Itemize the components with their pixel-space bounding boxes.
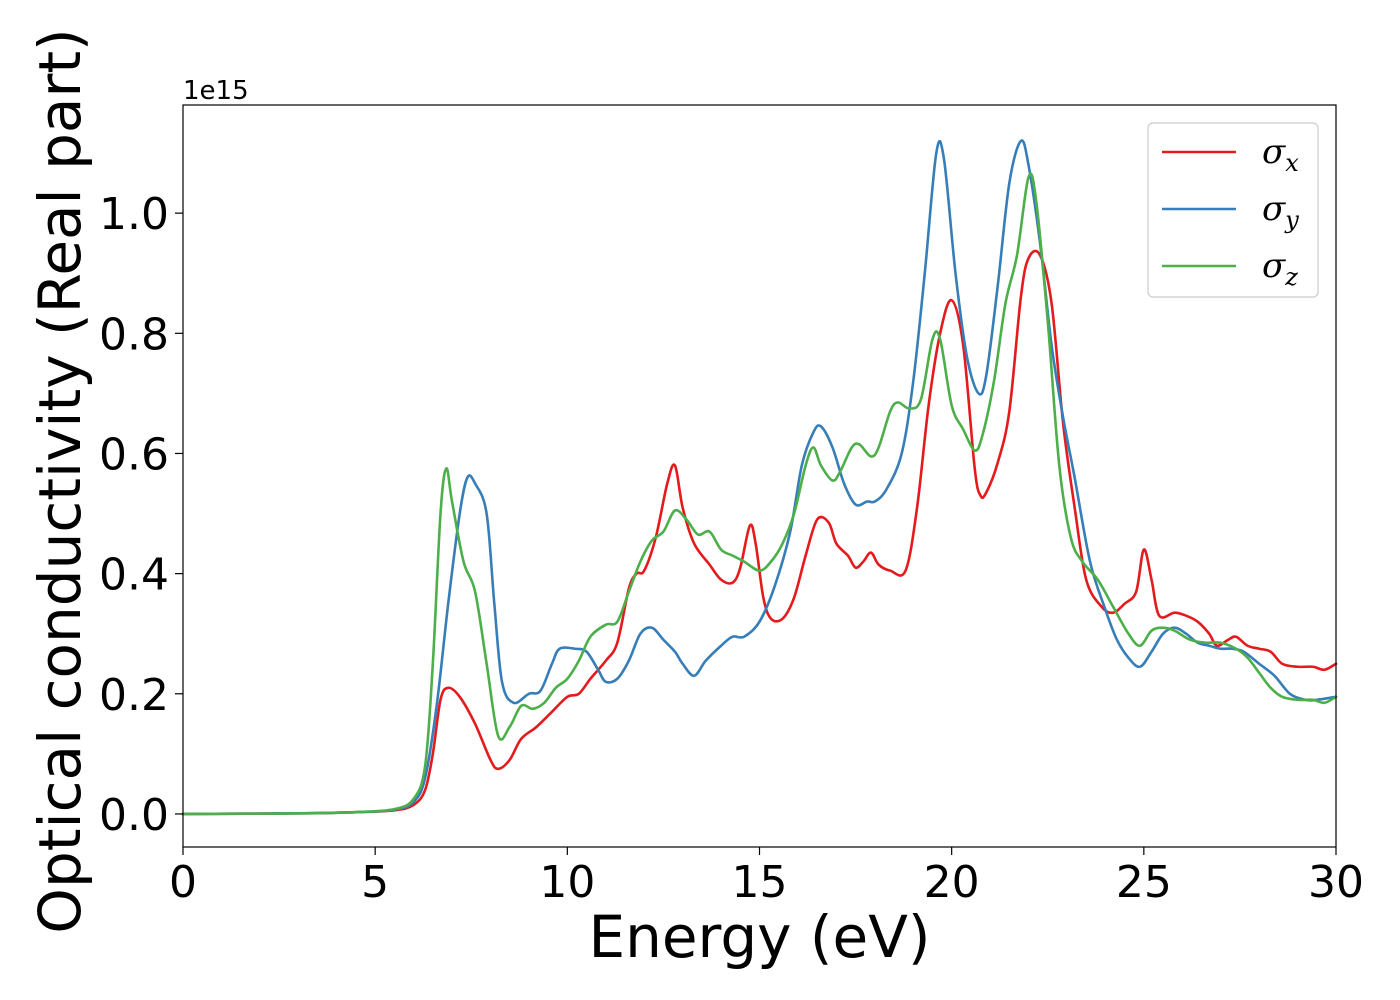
x-tick-label: 10 [539,857,595,908]
y-tick-label: 0.8 [99,309,169,360]
x-tick-label: 20 [924,857,980,908]
y-tick-label: 1.0 [99,189,169,240]
y-tick-label: 0.6 [99,429,169,480]
legend-label-sigma-y: σy [1262,189,1299,234]
y-tick-label: 0.4 [99,550,169,601]
x-tick-label: 0 [169,857,197,908]
series-layer [181,139,1338,816]
series-line-sigma-y [181,139,1338,816]
x-tick-label: 25 [1116,857,1172,908]
legend: σx σy σz [1147,122,1319,298]
y-axis-ticks: 0.0 0.2 0.4 0.6 0.8 1.0 [99,189,183,841]
x-tick-label: 30 [1308,857,1364,908]
legend-label-sigma-z: σz [1262,246,1298,291]
y-tick-label: 0.0 [99,790,169,841]
x-tick-label: 5 [361,857,389,908]
x-tick-label: 15 [732,857,788,908]
x-axis-ticks: 0 5 10 15 20 25 30 [169,847,1364,908]
series-line-sigma-z [181,172,1338,816]
y-axis-title: Optical conductivity (Real part) [26,28,94,933]
x-axis-title: Energy (eV) [588,903,930,971]
legend-label-sigma-x: σx [1262,132,1299,177]
series-line-sigma-x [181,249,1338,816]
y-axis-offset-label: 1e15 [183,76,249,106]
y-tick-label: 0.2 [99,670,169,721]
